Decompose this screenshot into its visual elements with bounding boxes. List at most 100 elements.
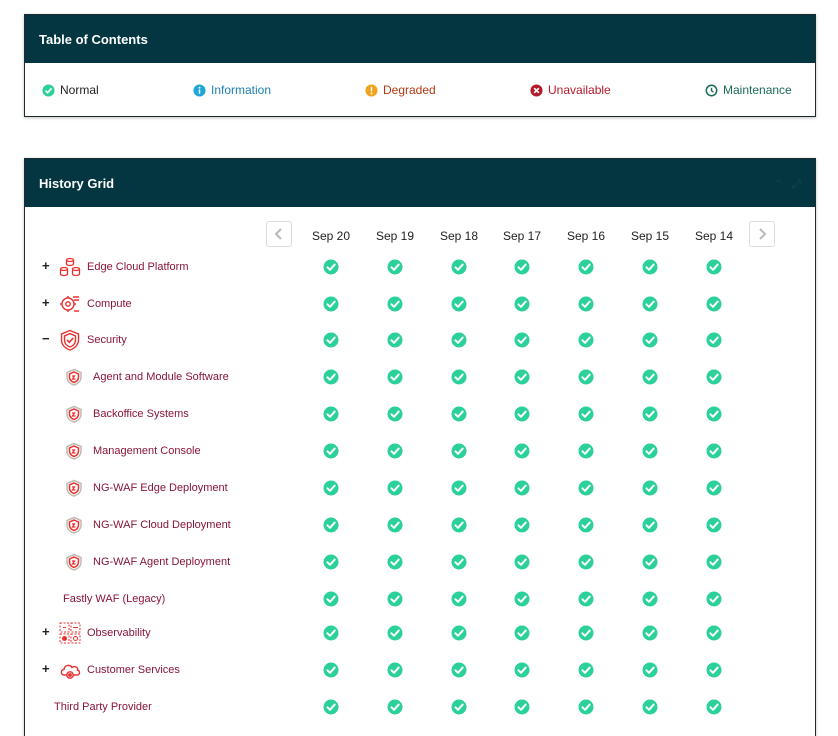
status-normal-icon[interactable] [323, 699, 339, 715]
status-normal-icon[interactable] [387, 625, 403, 641]
status-normal-icon[interactable] [706, 259, 722, 275]
status-normal-icon[interactable] [514, 591, 530, 607]
status-normal-icon[interactable] [451, 480, 467, 496]
status-normal-icon[interactable] [706, 554, 722, 570]
status-normal-icon[interactable] [642, 369, 658, 385]
status-normal-icon[interactable] [578, 332, 594, 348]
status-normal-icon[interactable] [514, 406, 530, 422]
status-normal-icon[interactable] [642, 443, 658, 459]
status-normal-icon[interactable] [706, 443, 722, 459]
status-normal-icon[interactable] [451, 699, 467, 715]
next-dates-button[interactable] [749, 221, 775, 247]
status-normal-icon[interactable] [514, 332, 530, 348]
status-normal-icon[interactable] [706, 591, 722, 607]
status-normal-icon[interactable] [323, 480, 339, 496]
status-normal-icon[interactable] [387, 443, 403, 459]
status-normal-icon[interactable] [451, 554, 467, 570]
status-normal-icon[interactable] [387, 480, 403, 496]
service-label[interactable]: NG-WAF Cloud Deployment [65, 510, 231, 540]
legend-unavailable[interactable]: Unavailable [530, 83, 611, 97]
status-normal-icon[interactable] [451, 259, 467, 275]
status-normal-icon[interactable] [642, 480, 658, 496]
prev-dates-button[interactable] [266, 221, 292, 247]
status-normal-icon[interactable] [642, 296, 658, 312]
expand-row-toggle[interactable]: + [42, 258, 50, 273]
status-normal-icon[interactable] [706, 662, 722, 678]
status-normal-icon[interactable] [387, 332, 403, 348]
collapse-icon[interactable]: ⌃ [773, 177, 784, 191]
status-normal-icon[interactable] [514, 369, 530, 385]
status-normal-icon[interactable] [642, 554, 658, 570]
status-normal-icon[interactable] [578, 554, 594, 570]
collapse-row-toggle[interactable]: − [42, 331, 50, 346]
status-normal-icon[interactable] [387, 591, 403, 607]
status-normal-icon[interactable] [387, 699, 403, 715]
status-normal-icon[interactable] [578, 517, 594, 533]
status-normal-icon[interactable] [387, 369, 403, 385]
status-normal-icon[interactable] [706, 480, 722, 496]
service-label[interactable]: Third Party Provider [54, 692, 152, 722]
status-normal-icon[interactable] [387, 517, 403, 533]
status-normal-icon[interactable] [578, 296, 594, 312]
status-normal-icon[interactable] [323, 554, 339, 570]
service-label[interactable]: Fastly WAF (Legacy) [63, 584, 165, 614]
status-normal-icon[interactable] [578, 406, 594, 422]
status-normal-icon[interactable] [642, 517, 658, 533]
status-normal-icon[interactable] [323, 369, 339, 385]
status-normal-icon[interactable] [451, 296, 467, 312]
service-label[interactable]: Customer Services [59, 655, 180, 685]
status-normal-icon[interactable] [323, 517, 339, 533]
status-normal-icon[interactable] [514, 662, 530, 678]
status-normal-icon[interactable] [642, 406, 658, 422]
legend-degraded[interactable]: Degraded [365, 83, 436, 97]
expand-icon[interactable]: ⤢ [791, 177, 801, 191]
status-normal-icon[interactable] [323, 259, 339, 275]
service-label[interactable]: NG-WAF Agent Deployment [65, 547, 230, 577]
legend-maintenance[interactable]: Maintenance [705, 83, 792, 97]
status-normal-icon[interactable] [642, 332, 658, 348]
expand-row-toggle[interactable]: + [42, 661, 50, 676]
status-normal-icon[interactable] [578, 625, 594, 641]
status-normal-icon[interactable] [514, 699, 530, 715]
service-label[interactable]: NG-WAF Edge Deployment [65, 473, 228, 503]
status-normal-icon[interactable] [387, 406, 403, 422]
status-normal-icon[interactable] [706, 296, 722, 312]
status-normal-icon[interactable] [323, 591, 339, 607]
service-label[interactable]: Agent and Module Software [65, 362, 229, 392]
status-normal-icon[interactable] [514, 443, 530, 459]
status-normal-icon[interactable] [642, 259, 658, 275]
status-normal-icon[interactable] [642, 591, 658, 607]
status-normal-icon[interactable] [323, 296, 339, 312]
status-normal-icon[interactable] [323, 443, 339, 459]
status-normal-icon[interactable] [578, 480, 594, 496]
status-normal-icon[interactable] [578, 699, 594, 715]
status-normal-icon[interactable] [387, 259, 403, 275]
service-label[interactable]: Observability [59, 618, 151, 648]
status-normal-icon[interactable] [642, 625, 658, 641]
legend-normal[interactable]: Normal [42, 83, 99, 97]
status-normal-icon[interactable] [514, 625, 530, 641]
expand-row-toggle[interactable]: + [42, 295, 50, 310]
status-normal-icon[interactable] [514, 517, 530, 533]
status-normal-icon[interactable] [706, 406, 722, 422]
status-normal-icon[interactable] [578, 591, 594, 607]
status-normal-icon[interactable] [451, 662, 467, 678]
status-normal-icon[interactable] [514, 554, 530, 570]
status-normal-icon[interactable] [451, 591, 467, 607]
status-normal-icon[interactable] [451, 625, 467, 641]
service-label[interactable]: Security [59, 325, 127, 355]
service-label[interactable]: Edge Cloud Platform [59, 252, 189, 282]
status-normal-icon[interactable] [387, 662, 403, 678]
status-normal-icon[interactable] [706, 369, 722, 385]
status-normal-icon[interactable] [514, 480, 530, 496]
status-normal-icon[interactable] [706, 332, 722, 348]
legend-information[interactable]: Information [193, 83, 271, 97]
status-normal-icon[interactable] [578, 369, 594, 385]
service-label[interactable]: Management Console [65, 436, 201, 466]
status-normal-icon[interactable] [578, 662, 594, 678]
status-normal-icon[interactable] [451, 517, 467, 533]
status-normal-icon[interactable] [451, 406, 467, 422]
status-normal-icon[interactable] [323, 406, 339, 422]
status-normal-icon[interactable] [578, 443, 594, 459]
status-normal-icon[interactable] [514, 259, 530, 275]
